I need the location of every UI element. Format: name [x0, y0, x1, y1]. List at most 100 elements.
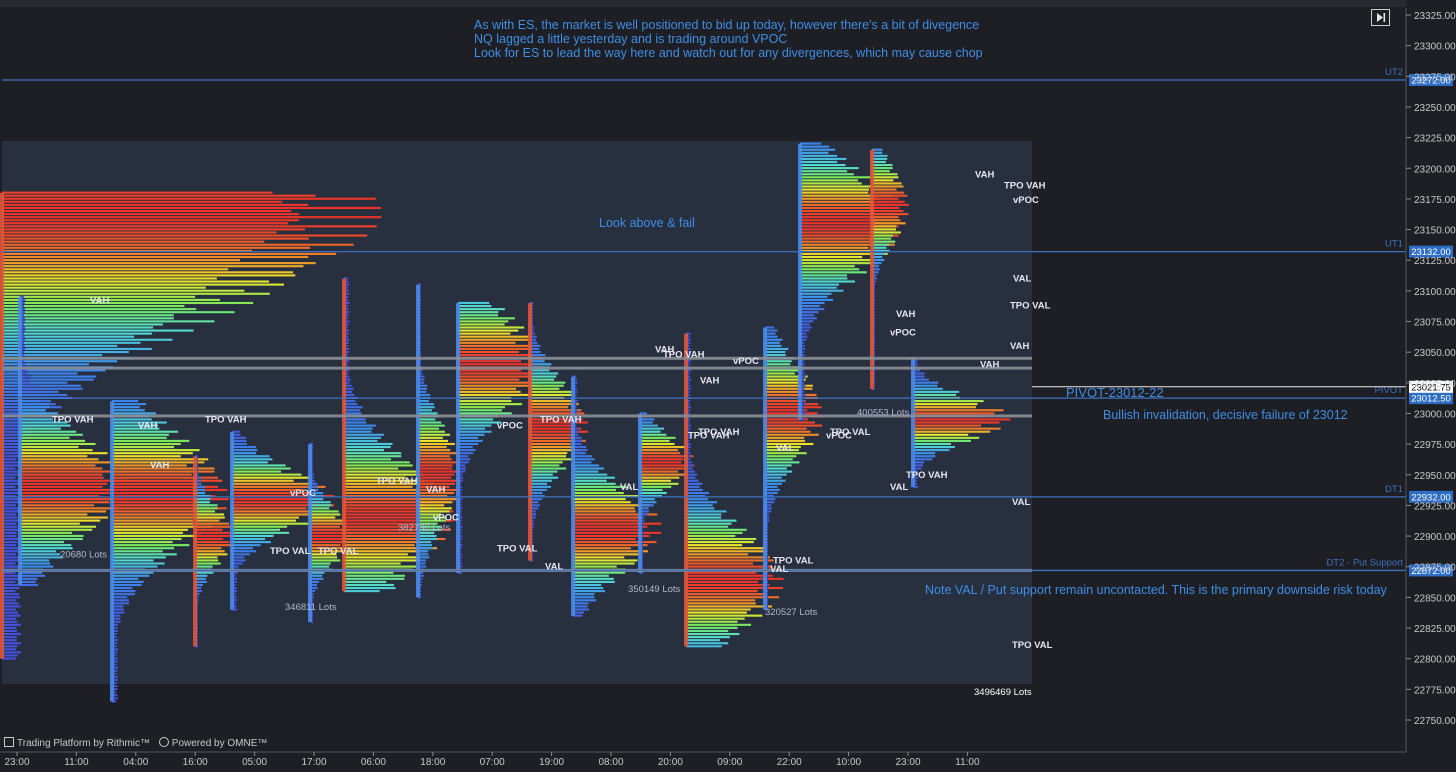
profile-row [112, 525, 213, 528]
profile-row [195, 507, 218, 510]
profile-row [112, 409, 145, 412]
profile-row [344, 378, 351, 381]
profile-row [765, 329, 778, 332]
profile-row [765, 418, 808, 421]
profile-row [344, 556, 428, 559]
profile-row [640, 412, 647, 415]
profile-row [458, 317, 515, 320]
volume-profile-15 [798, 142, 906, 421]
profile-row [2, 455, 21, 458]
profile-row [418, 488, 460, 492]
value-area-line [2, 414, 1032, 418]
profile-row [20, 461, 118, 464]
volume-profile-2 [18, 295, 130, 587]
profile-row [112, 553, 177, 556]
profile-row [530, 467, 567, 470]
profile-row [2, 292, 270, 295]
profile-row [686, 332, 691, 335]
value-area-line [2, 356, 1032, 360]
profile-row [800, 188, 869, 191]
profile-row [418, 421, 442, 424]
lot-label: 400553 Lots [857, 407, 910, 418]
profile-row [20, 513, 88, 516]
volume-profile-16 [870, 148, 910, 390]
profile-row [800, 277, 848, 280]
profile-row [800, 176, 872, 179]
profile-row [458, 304, 492, 308]
profile-row [112, 639, 118, 642]
profile-row [573, 464, 600, 467]
profile-row [530, 430, 589, 433]
profile-row [344, 283, 350, 286]
profile-row [2, 326, 154, 329]
profile-row [232, 455, 270, 458]
profile-row [344, 449, 385, 452]
profile-row [232, 544, 261, 547]
profile-label: VAL [1013, 274, 1031, 285]
volume-profile-1 [0, 191, 382, 660]
profile-row [418, 491, 455, 495]
profile-label: VAH [700, 375, 719, 386]
level-price-tag [1409, 73, 1453, 86]
profile-row [195, 482, 202, 485]
profile-row [2, 372, 78, 375]
profile-row [530, 421, 588, 424]
profile-row [20, 501, 110, 504]
price-tick-label: 22825.00 [1414, 624, 1456, 635]
profile-row [765, 449, 799, 452]
profile-row [800, 179, 858, 182]
price-axis[interactable]: 23325.00 23300.00 23275.00 23250.00 23225.00… [1405, 8, 1456, 752]
profile-row [573, 544, 648, 547]
profile-row [800, 213, 906, 216]
profile-row [686, 645, 722, 648]
profile-row [418, 519, 446, 522]
play-icon[interactable] [1371, 9, 1390, 26]
profile-row [913, 476, 918, 479]
profile-row [418, 458, 452, 461]
profile-row [232, 461, 268, 464]
profile-row [765, 488, 780, 492]
profile-row [800, 304, 820, 308]
lot-label: 382730 Lots [398, 523, 451, 534]
profile-row [530, 381, 566, 384]
profile-row [310, 491, 324, 495]
profile-row [458, 381, 529, 384]
profile-label: TPO VAH [540, 415, 582, 426]
time-axis[interactable]: 23:00 11:00 04:00 16:00 05:00 17:00 06:00 18:00… [0, 751, 1406, 768]
profile-label: VAL [770, 564, 788, 575]
profile-row [2, 243, 354, 246]
profile-row [2, 350, 129, 354]
profile-row [573, 381, 578, 384]
profile-label: VAH [426, 484, 445, 495]
profile-row [20, 421, 68, 424]
profile-row [573, 611, 584, 614]
profile-row [872, 249, 890, 252]
profile-row [800, 344, 806, 347]
profile-row [344, 286, 349, 289]
profile-row [232, 491, 321, 495]
profile-row [686, 347, 691, 351]
profile-row [344, 501, 450, 504]
profile-row [2, 485, 16, 488]
level-name: DT2 - Put Support [1326, 557, 1403, 568]
profile-row [344, 292, 350, 295]
footer-bar: Trading Platform by Rithmic™ Powered by … [4, 737, 267, 749]
profile-row [686, 406, 691, 409]
profile-row [20, 507, 118, 510]
profile-row [20, 344, 25, 347]
profile-row [640, 464, 695, 467]
current-price-tag-text: 23021.75 [1411, 382, 1451, 393]
profile-row [913, 464, 923, 467]
profile-row [418, 464, 453, 467]
profile-row [20, 541, 64, 544]
profile-row [2, 586, 20, 590]
header-line-2: NQ lagged a little yesterday and is trad… [474, 32, 787, 46]
profile-row [2, 623, 21, 626]
profile-row [530, 479, 552, 482]
profile-row [458, 354, 540, 357]
profile-row [344, 436, 381, 439]
profile-row [800, 243, 895, 246]
profile-row [458, 427, 486, 430]
profile-row [112, 458, 209, 461]
time-tick-label: 08:00 [598, 757, 623, 768]
